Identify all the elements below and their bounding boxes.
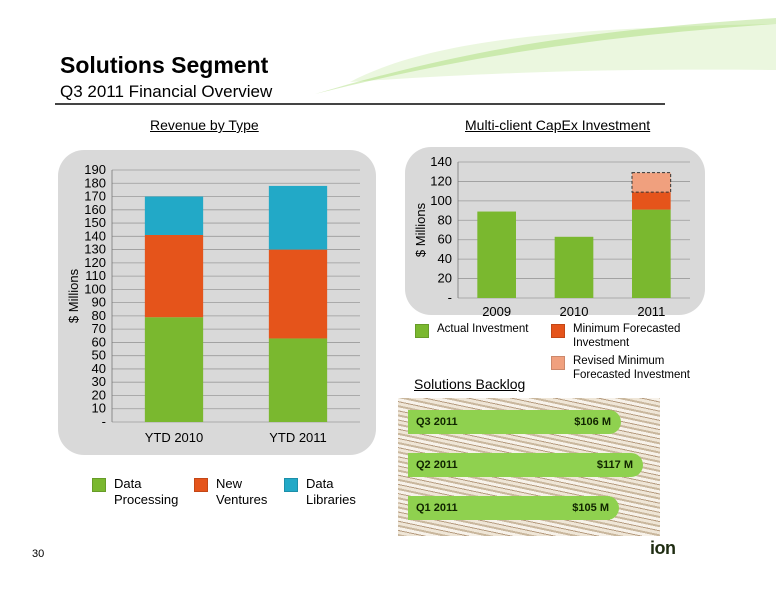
y-tick-label: 190 xyxy=(84,162,106,177)
y-tick-label: 80 xyxy=(438,212,452,227)
logo-text: ion xyxy=(650,538,676,558)
page-number: 30 xyxy=(32,548,45,560)
page-subtitle: Q3 2011 Financial Overview xyxy=(60,82,273,101)
legend-label: New Ventures xyxy=(216,476,268,507)
y-tick-label: 40 xyxy=(438,251,452,266)
y-tick-label: 60 xyxy=(92,334,106,349)
y-tick-label: 170 xyxy=(84,189,106,204)
y-tick-label: 140 xyxy=(430,154,452,169)
y-axis-label: $ Millions xyxy=(66,268,81,323)
y-tick-label: 40 xyxy=(92,361,106,376)
legend-swatch xyxy=(551,356,565,370)
x-tick-label: 2011 xyxy=(637,304,665,319)
legend-item: Revised Minimum Forecasted Investment xyxy=(551,354,690,382)
bar-segment xyxy=(632,192,671,210)
backlog-period: Q3 2011 xyxy=(416,416,458,428)
legend-swatch xyxy=(415,324,429,338)
bar-segment xyxy=(268,185,328,250)
legend-label: Actual Investment xyxy=(437,323,529,335)
backlog-section-title: Solutions Backlog xyxy=(414,376,526,392)
y-tick-label: 130 xyxy=(84,242,106,257)
backlog-bar: Q3 2011 $106 M xyxy=(408,410,621,434)
x-tick-label: 2009 xyxy=(482,304,511,319)
bar-segment xyxy=(632,209,671,298)
bar-segment xyxy=(268,338,328,422)
y-tick-label: 150 xyxy=(84,215,106,230)
y-tick-label: 50 xyxy=(92,348,106,363)
x-tick-label: YTD 2011 xyxy=(269,430,327,445)
y-tick-label: 10 xyxy=(92,401,106,416)
header-decorative-curve xyxy=(315,18,776,94)
x-tick-label: YTD 2010 xyxy=(145,430,204,445)
bar-segment xyxy=(268,249,328,339)
y-tick-label: 60 xyxy=(438,232,452,247)
legend-item: Actual Investment xyxy=(415,322,528,338)
backlog-period: Q1 2011 xyxy=(416,502,458,514)
backlog-value: $106 M xyxy=(574,416,611,428)
backlog-value: $105 M xyxy=(572,502,609,514)
company-logo: ion xyxy=(650,538,676,559)
legend-swatch xyxy=(551,324,565,338)
y-tick-label: 70 xyxy=(92,321,106,336)
capex-section-title: Multi-client CapEx Investment xyxy=(465,117,651,133)
y-tick-label: 20 xyxy=(92,387,106,402)
y-tick-label: 110 xyxy=(85,268,106,283)
y-tick-label: - xyxy=(448,290,452,305)
legend-label: Data Processing xyxy=(114,476,179,507)
legend-item: Data Libraries xyxy=(284,476,356,508)
legend-swatch xyxy=(284,478,298,492)
legend-label: Revised Minimum Forecasted Investment xyxy=(573,355,690,381)
y-tick-label: 100 xyxy=(430,193,452,208)
legend-label: Minimum Forecasted Investment xyxy=(573,323,681,349)
revenue-legend: Data Processing New Ventures Data Librarie… xyxy=(92,476,382,516)
legend-swatch xyxy=(92,478,106,492)
bar-segment xyxy=(144,317,204,422)
y-axis-label: $ Millions xyxy=(413,202,428,257)
legend-item: Data Processing xyxy=(92,476,178,508)
y-tick-label: - xyxy=(102,414,106,429)
bar-segment xyxy=(554,236,594,298)
y-tick-label: 30 xyxy=(92,374,106,389)
capex-legend: Actual Investment Minimum Forecasted Inve… xyxy=(415,322,715,392)
x-tick-label: 2010 xyxy=(560,304,589,319)
y-tick-label: 180 xyxy=(84,175,106,190)
legend-item: Minimum Forecasted Investment xyxy=(551,322,680,350)
y-tick-label: 20 xyxy=(438,271,452,286)
bar-segment xyxy=(144,196,204,235)
y-tick-label: 120 xyxy=(430,173,452,188)
title-divider xyxy=(55,103,665,105)
y-tick-label: 140 xyxy=(84,228,106,243)
page-title: Solutions Segment xyxy=(60,52,269,78)
bar-segment xyxy=(477,211,516,298)
backlog-value: $117 M xyxy=(596,459,633,471)
y-tick-label: 90 xyxy=(92,295,106,310)
legend-label: Data Libraries xyxy=(306,476,356,507)
bar-segment xyxy=(144,234,204,318)
bar-segment xyxy=(631,172,672,193)
legend-item: New Ventures xyxy=(194,476,267,508)
backlog-bar: Q2 2011 $117 M xyxy=(408,453,643,477)
revenue-section-title: Revenue by Type xyxy=(150,117,259,133)
y-tick-label: 160 xyxy=(84,202,106,217)
backlog-panel: Q3 2011 $106 M Q2 2011 $117 M Q1 2011 $105 M xyxy=(398,398,660,536)
backlog-period: Q2 2011 xyxy=(416,459,458,471)
backlog-bar: Q1 2011 $105 M xyxy=(408,496,619,520)
y-tick-label: 120 xyxy=(84,255,106,270)
legend-swatch xyxy=(194,478,208,492)
y-tick-label: 80 xyxy=(92,308,106,323)
y-tick-label: 100 xyxy=(84,281,106,296)
